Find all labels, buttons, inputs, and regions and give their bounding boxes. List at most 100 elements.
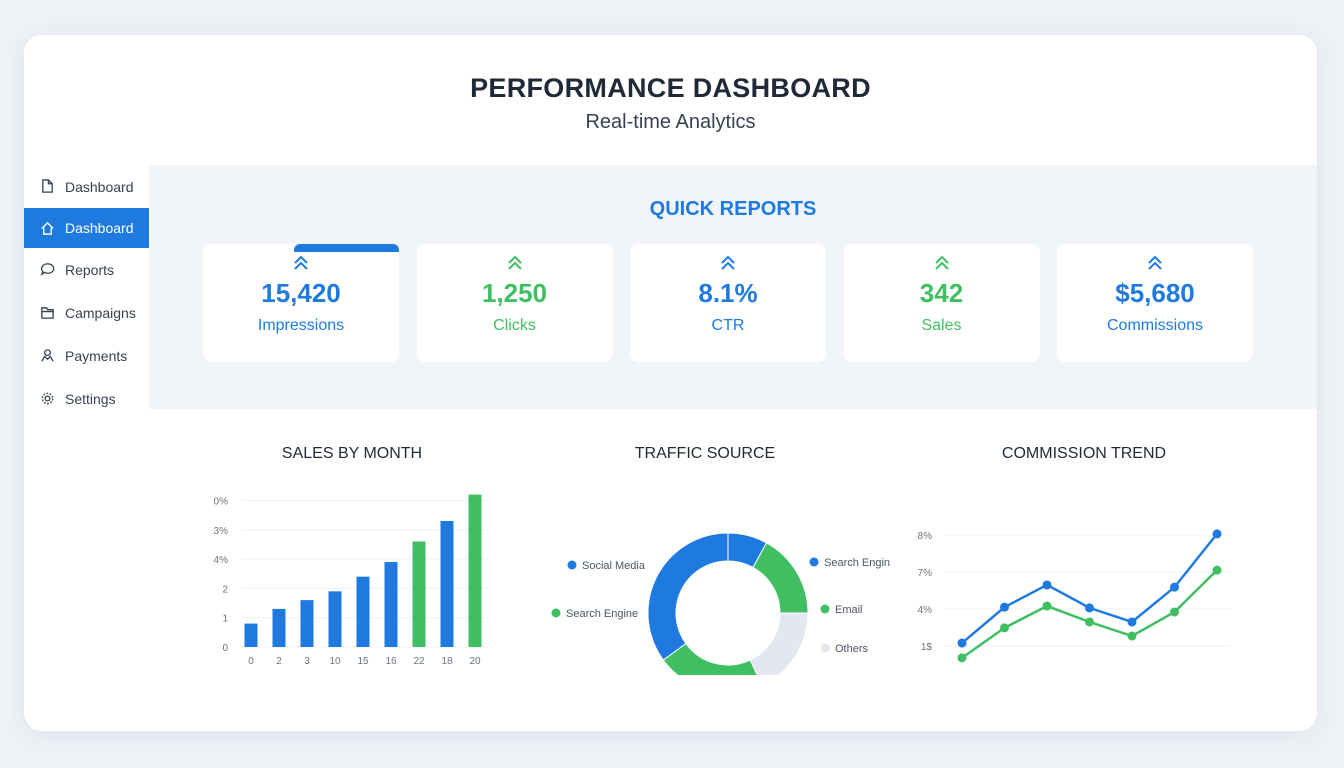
kpi-label: Clicks [493,317,536,334]
kpi-value: $5,680 [1115,278,1195,308]
data-point [1127,617,1137,627]
sidebar-item-payments[interactable]: Payments [24,334,149,377]
data-point [1042,580,1052,590]
traffic-donut-chart: Social Media Search Engine Search Engine Em… [551,532,890,675]
quick-reports-title: QUICK REPORTS [649,198,817,220]
x-tick-label: 16 [385,656,397,667]
legend-dot [820,643,830,653]
legend-dot [567,560,577,570]
sales-chart-title: SALES BY MONTH [281,445,423,462]
kpi-label: CTR [711,317,745,334]
double-chevron-up-icon [1148,255,1162,270]
donut-slice [647,532,729,661]
x-tick-label: 20 [469,656,481,667]
commission-chart-title: COMMISSION TREND [1001,445,1167,462]
sales-bar-chart: 0 1 2 4% 3% 0% 0 2 3 10 15 16 22 18 20 [214,494,490,667]
x-tick-label: 22 [413,656,425,667]
bar [384,562,398,647]
sidebar-item-reports[interactable]: Reports [24,248,149,291]
y-tick-label: 1$ [921,642,933,653]
legend-label: Search Engine [566,608,638,620]
x-tick-label: 2 [276,656,282,667]
kpi-value: 8.1% [698,278,758,308]
kpi-value: 342 [919,278,964,308]
gear-icon [41,392,54,405]
kpi-value: 1,250 [481,278,548,308]
double-chevron-up-icon [507,255,522,270]
sidebar-item-label: Campaigns [65,304,136,321]
chat-icon [40,263,55,276]
x-tick-label: 18 [441,656,453,667]
home-icon [41,221,54,235]
legend-label: Social Media [582,560,646,572]
kpi-label: Sales [921,317,962,334]
donut-slice [752,542,809,614]
sidebar-item-label: Dashboard [65,178,134,195]
data-point [1000,602,1009,612]
folder-icon [41,307,54,319]
bar [244,623,258,647]
kpi-card-sales[interactable]: 342 Sales [843,244,1040,362]
double-chevron-up-icon [934,255,949,270]
kpi-card-impressions[interactable]: 15,420 Impressions [203,244,399,362]
bar [356,576,370,647]
data-point [1212,529,1222,539]
sidebar-item-dashboard[interactable]: Dashboard [24,208,149,248]
y-tick-label: 0% [214,497,229,508]
kpi-card-clicks[interactable]: 1,250 Clicks [416,244,613,362]
page-title: PERFORMANCE DASHBOARD [470,73,871,103]
file-icon [42,179,53,193]
legend-dot [820,604,830,614]
x-tick-label: 0 [248,656,254,667]
y-tick-label: 2 [222,584,228,595]
bar [440,521,454,647]
kpi-card-commissions[interactable]: $5,680 Commissions [1057,244,1253,362]
data-point [1127,631,1137,641]
active-indicator [294,244,399,252]
double-chevron-up-icon [294,255,308,270]
y-tick-label: 1 [222,614,228,625]
legend-dot [809,557,819,567]
x-tick-label: 3 [304,656,310,667]
legend-label: Search Engine [824,557,890,569]
kpi-card-ctr[interactable]: 8.1% CTR [630,244,826,362]
legend-dot [551,608,561,618]
y-tick-label: 0 [222,643,228,654]
bar [300,600,314,647]
data-point [1042,601,1052,611]
y-tick-label: 7% [918,568,933,579]
legend-label: Others [835,643,869,655]
data-point [1170,607,1179,617]
sidebar-item-settings[interactable]: Settings [24,377,149,420]
y-tick-label: 4% [918,605,933,616]
traffic-chart-title: TRAFFIC SOURCE [634,445,776,462]
data-point [957,638,967,648]
data-point [957,653,967,663]
bar [412,541,426,647]
donut-slice [749,612,809,675]
y-tick-label: 4% [214,555,229,566]
data-point [1212,565,1222,575]
legend-label: Email [835,604,863,616]
bar [468,494,482,647]
x-tick-label: 10 [329,656,341,667]
dashboard-card: PERFORMANCE DASHBOARD Real-time Analytic… [24,35,1317,731]
x-tick-label: 15 [357,656,369,667]
user-icon [41,349,54,362]
kpi-label: Commissions [1106,317,1203,334]
sidebar-item-dashboard[interactable]: Dashboard [24,165,149,208]
y-tick-label: 3% [214,526,229,537]
sidebar: Dashboard Dashboard Reports Campaigns Paymen… [24,165,149,420]
sidebar-item-campaigns[interactable]: Campaigns [24,291,149,334]
page-subtitle: Real-time Analytics [585,111,756,133]
sidebar-item-label: Reports [65,261,115,278]
commission-line-chart: 01$4%7%8%20251685206220200 [918,529,1230,663]
kpi-label: Impressions [257,317,345,334]
data-point [1170,582,1179,592]
sidebar-item-label: Settings [65,390,116,407]
y-tick-label: 8% [918,531,933,542]
bar [272,608,286,647]
data-point [1000,623,1009,633]
kpi-value: 15,420 [261,278,341,308]
quick-reports-panel: QUICK REPORTS 15,420 Impressions 1,250 C… [149,165,1317,409]
